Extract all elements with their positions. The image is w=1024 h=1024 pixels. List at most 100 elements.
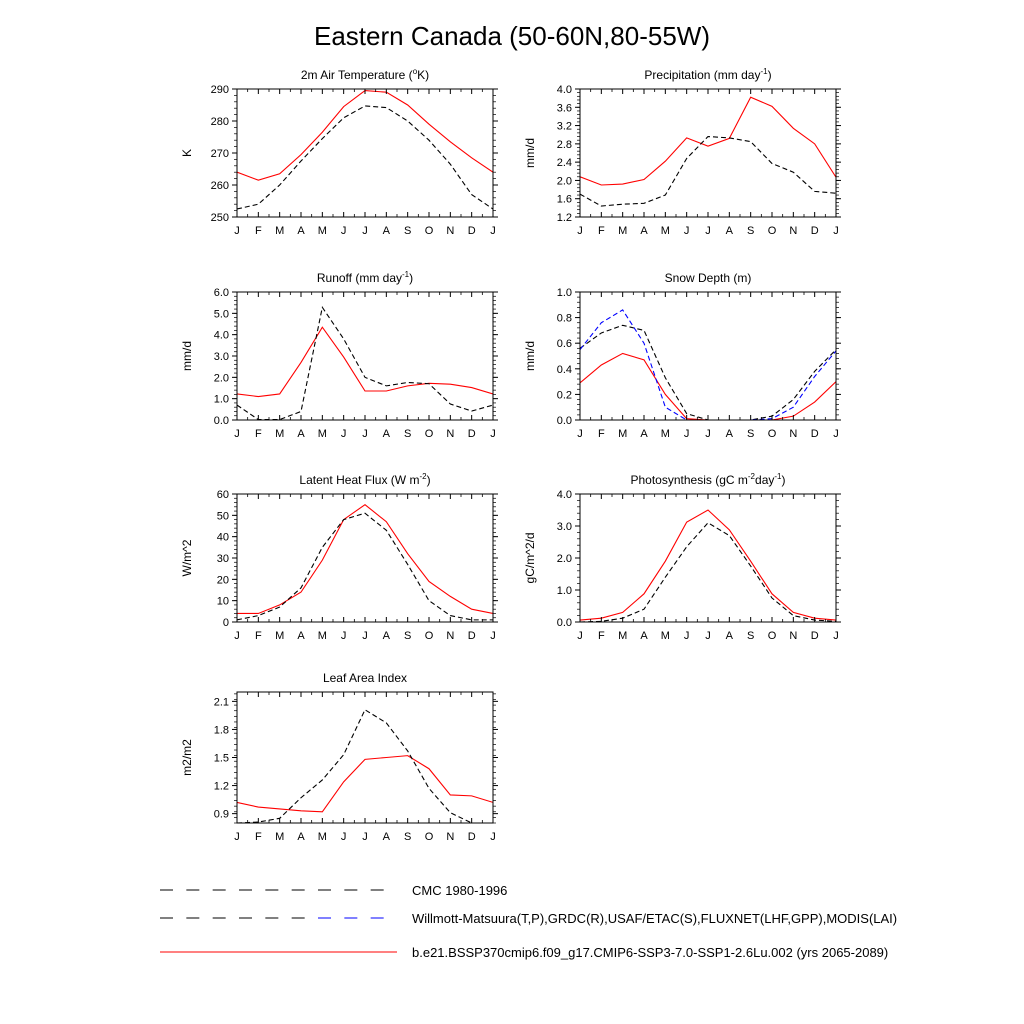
y-tick-label: 5.0 — [214, 308, 229, 320]
x-tick-label: M — [661, 225, 670, 237]
x-tick-label: J — [362, 428, 368, 440]
x-tick-label: J — [341, 831, 347, 843]
x-tick-label: J — [234, 225, 240, 237]
series-line-1 — [580, 324, 836, 421]
x-tick-label: S — [404, 831, 411, 843]
panel-title-text: Photosynthesis (gC m — [631, 473, 748, 487]
panel-4: Latent Heat Flux (W m-2) W/m^2 J F M A M J J A S O N… — [180, 472, 498, 642]
series-line-0 — [237, 503, 493, 615]
x-tick-label: J — [684, 428, 690, 440]
y-tick-label: 270 — [211, 148, 229, 160]
legend-item-0: CMC 1980-1996 — [160, 883, 507, 898]
panel-3: Snow Depth (m) mm/d J F M A M J J A S O N D J 0.0 0.2 0.4… — [523, 271, 841, 440]
x-tick-label: J — [684, 630, 690, 642]
x-tick-label: J — [833, 630, 839, 642]
panel-title-text-after: ) — [768, 68, 772, 82]
panel-title-text: Latent Heat Flux (W m — [299, 473, 419, 487]
y-tick-label: 1.2 — [557, 212, 572, 224]
x-tick-label: J — [577, 225, 583, 237]
x-tick-label: J — [490, 225, 496, 237]
series-line-1 — [237, 512, 493, 621]
panel-title-superscript: -2 — [419, 472, 427, 481]
x-tick-label: J — [234, 831, 240, 843]
series-line-1 — [237, 305, 493, 421]
series-group — [580, 309, 836, 421]
x-tick-label: O — [768, 225, 777, 237]
y-tick-label: 1.0 — [557, 287, 572, 299]
y-axis-label: gC/m^2/d — [523, 533, 537, 584]
series-group — [237, 503, 493, 621]
x-tick-label: J — [362, 630, 368, 642]
series-line-0 — [580, 509, 836, 621]
y-tick-label: 0.9 — [214, 809, 229, 821]
y-axis-label: mm/d — [523, 341, 537, 371]
plot-frame — [579, 88, 837, 218]
x-tick-label: D — [811, 630, 819, 642]
x-tick-label: J — [705, 428, 711, 440]
x-tick-label: D — [468, 831, 476, 843]
x-tick-label: A — [726, 428, 734, 440]
panel-title-text: Runoff (mm day — [317, 271, 402, 285]
y-tick-label: 0.4 — [557, 364, 572, 376]
y-tick-label: 2.1 — [214, 696, 229, 708]
x-tick-label: A — [726, 630, 734, 642]
x-tick-label: A — [640, 630, 648, 642]
x-tick-label: J — [490, 428, 496, 440]
y-tick-label: 1.0 — [214, 394, 229, 406]
plot-frame — [236, 691, 494, 824]
x-tick-label: M — [661, 630, 670, 642]
x-tick-label: J — [833, 428, 839, 440]
panel-title-superscript: -2 — [748, 472, 756, 481]
x-tick-label: D — [468, 630, 476, 642]
x-tick-label: S — [747, 630, 754, 642]
panel-title-text: Leaf Area Index — [323, 671, 407, 685]
panel-title-text-after-2: ) — [782, 473, 786, 487]
figure-title: Eastern Canada (50-60N,80-55W) — [314, 21, 710, 51]
series-group — [237, 305, 493, 421]
x-tick-label: O — [768, 630, 777, 642]
y-tick-label: 0.6 — [557, 338, 572, 350]
x-tick-label: M — [275, 225, 284, 237]
legend: CMC 1980-1996 Willmott-Matsuura(T,P),GRDC… — [160, 883, 897, 960]
panel-2: Runoff (mm day-1) mm/d J F M A M J J A S O N D J 0.0 1.0… — [180, 270, 498, 440]
legend-label: Willmott-Matsuura(T,P),GRDC(R),USAF/ETAC… — [412, 911, 897, 926]
x-tick-label: N — [789, 225, 797, 237]
series-line-0 — [237, 755, 493, 813]
y-tick-label: 6.0 — [214, 287, 229, 299]
y-tick-label: 3.2 — [557, 121, 572, 133]
x-tick-label: A — [297, 225, 305, 237]
x-tick-label: O — [425, 428, 434, 440]
plot-frame — [579, 493, 837, 623]
y-tick-label: 2.0 — [557, 553, 572, 565]
x-tick-label: M — [318, 225, 327, 237]
y-axis-label: m2/m2 — [180, 739, 194, 776]
y-tick-label: 250 — [211, 212, 229, 224]
x-tick-label: J — [490, 630, 496, 642]
x-tick-label: F — [255, 630, 262, 642]
x-tick-label: A — [297, 831, 305, 843]
x-tick-label: F — [255, 428, 262, 440]
x-tick-label: J — [341, 428, 347, 440]
y-tick-label: 0.0 — [557, 415, 572, 427]
x-tick-label: J — [490, 831, 496, 843]
y-tick-label: 2.0 — [214, 372, 229, 384]
series-line-0 — [580, 96, 836, 186]
y-tick-label: 290 — [211, 84, 229, 96]
y-tick-label: 30 — [217, 553, 229, 565]
y-tick-label: 4.0 — [214, 330, 229, 342]
panels: 2m Air Temperature (oK)KJ F M A M J J A S O N D J250… — [180, 67, 841, 843]
x-tick-label: A — [383, 225, 391, 237]
panel-title-text-after: ) — [409, 271, 413, 285]
x-tick-label: N — [789, 630, 797, 642]
y-tick-label: 2.8 — [557, 139, 572, 151]
x-tick-label: F — [598, 225, 605, 237]
x-tick-label: M — [318, 428, 327, 440]
y-tick-label: 0.0 — [557, 617, 572, 629]
y-tick-label: 60 — [217, 489, 229, 501]
x-tick-label: M — [661, 428, 670, 440]
plot-frame — [236, 88, 494, 218]
x-tick-label: S — [404, 225, 411, 237]
panel-title-superscript: o — [413, 67, 418, 76]
x-tick-label: M — [275, 831, 284, 843]
x-tick-label: D — [468, 225, 476, 237]
